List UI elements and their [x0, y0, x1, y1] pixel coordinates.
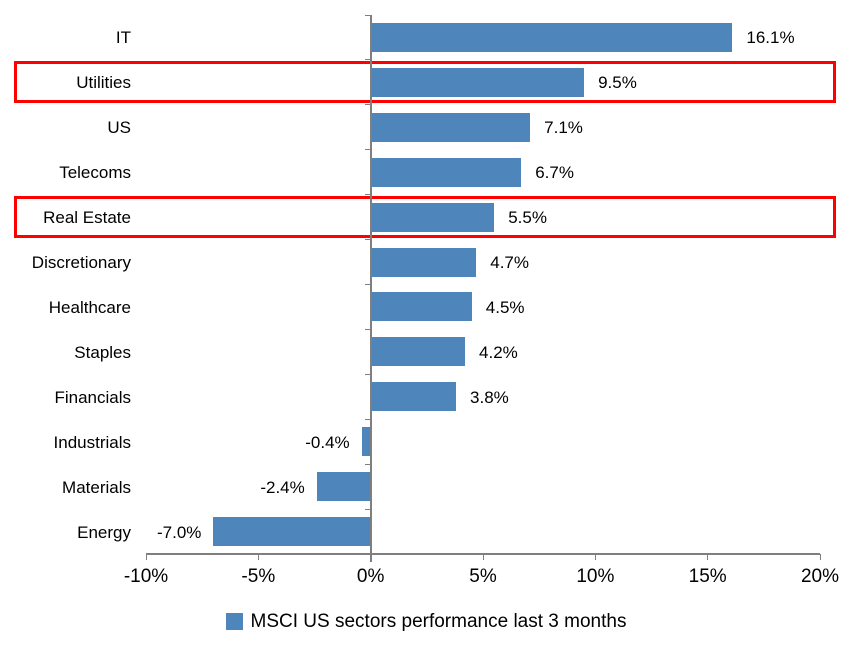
bar-healthcare — [370, 292, 472, 322]
legend-series-label: MSCI US sectors performance last 3 month… — [250, 611, 627, 632]
value-axis-tick — [707, 554, 709, 560]
category-label-staples: Staples — [74, 342, 131, 362]
value-label-healthcare: 4.5% — [485, 297, 525, 317]
value-axis-tick-label: 5% — [469, 566, 497, 587]
category-axis-tick — [364, 59, 371, 61]
bar-us — [370, 112, 531, 142]
value-axis-tick — [819, 554, 821, 560]
value-label-telecoms: 6.7% — [535, 163, 574, 183]
value-axis-line — [146, 553, 820, 555]
value-label-industrials: -0.4% — [305, 432, 350, 452]
category-label-it: IT — [115, 28, 131, 48]
category-label-us: US — [107, 118, 131, 138]
bar-real-estate — [370, 202, 495, 232]
category-axis-tick — [364, 104, 371, 106]
value-axis-tick-label: 10% — [576, 566, 615, 587]
category-axis-line — [369, 15, 372, 562]
bar-staples — [370, 337, 466, 367]
category-label-utilities: Utilities — [76, 73, 131, 93]
value-axis-tick — [482, 554, 484, 560]
category-label-financials: Financials — [54, 387, 131, 407]
legend-color-swatch — [225, 613, 243, 630]
category-axis-tick — [364, 194, 371, 196]
value-label-us: 7.1% — [544, 118, 583, 138]
bar-telecoms — [370, 157, 522, 187]
category-axis-tick — [364, 149, 371, 151]
chart-legend: MSCI US sectors performance last 3 month… — [0, 612, 852, 631]
value-label-real-estate: 5.5% — [508, 208, 547, 228]
bar-financials — [370, 382, 457, 412]
value-label-materials: -2.4% — [260, 477, 305, 497]
category-axis-tick — [364, 463, 371, 465]
value-axis-tick — [370, 554, 372, 560]
value-label-energy: -7.0% — [156, 522, 202, 542]
category-axis-tick — [364, 328, 371, 330]
category-axis-tick — [364, 14, 371, 16]
category-label-discretionary: Discretionary — [31, 253, 131, 273]
value-label-utilities: 9.5% — [598, 73, 637, 93]
category-axis-tick — [364, 239, 371, 241]
value-label-staples: 4.2% — [479, 342, 518, 362]
value-axis-tick — [145, 554, 147, 560]
bar-energy — [213, 517, 371, 547]
value-label-discretionary: 4.7% — [490, 253, 529, 273]
value-axis-tick — [257, 554, 259, 560]
value-label-financials: 3.8% — [470, 387, 509, 407]
value-label-it: 16.1% — [746, 28, 795, 48]
category-label-energy: Energy — [77, 522, 131, 542]
category-axis-tick — [364, 508, 371, 510]
category-label-telecoms: Telecoms — [59, 163, 131, 183]
category-label-industrials: Industrials — [53, 432, 131, 452]
bar-discretionary — [370, 247, 477, 277]
category-axis-tick — [364, 284, 371, 285]
bar-it — [370, 22, 733, 52]
bar-industrials — [361, 427, 371, 457]
category-label-materials: Materials — [62, 477, 131, 497]
category-axis-tick — [364, 373, 371, 375]
value-axis-tick-label: -5% — [241, 566, 276, 587]
category-axis-tick — [364, 418, 371, 420]
bar-materials — [316, 472, 371, 502]
category-label-real-estate: Real Estate — [43, 208, 131, 228]
category-label-healthcare: Healthcare — [48, 297, 131, 317]
value-axis-tick-label: 0% — [356, 566, 385, 587]
value-axis-tick — [594, 554, 596, 560]
value-axis-tick-label: -10% — [123, 566, 169, 587]
value-axis-tick-label: 15% — [688, 566, 727, 587]
bar-utilities — [370, 67, 585, 97]
value-axis-tick-label: 20% — [800, 566, 840, 587]
